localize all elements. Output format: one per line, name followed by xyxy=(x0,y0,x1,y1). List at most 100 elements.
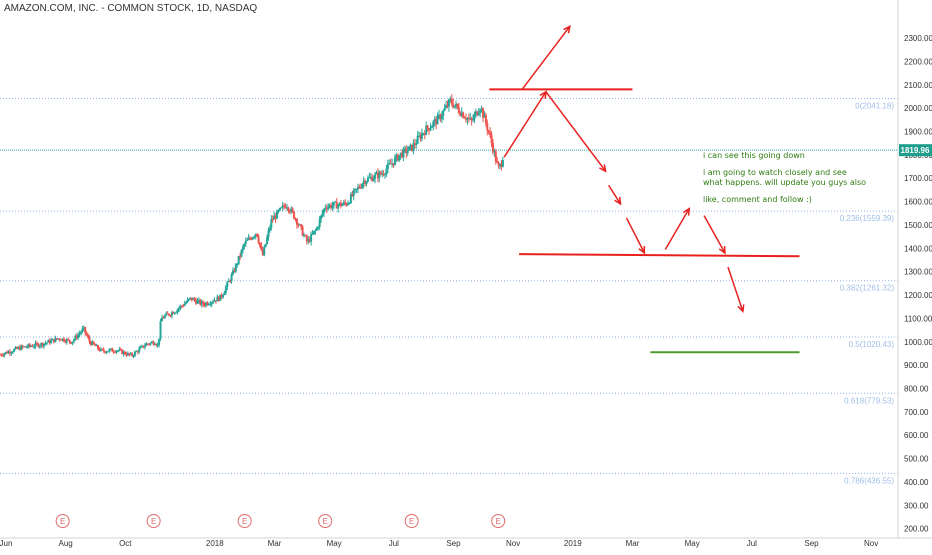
arrow xyxy=(545,91,607,173)
candle-body xyxy=(310,234,313,242)
candle-body xyxy=(213,300,216,302)
time-axis[interactable]: Jun Aug Oct 2018 Mar May Jul Sep Nov 2019 Mar May Ju… xyxy=(0,537,932,548)
candle-body xyxy=(71,341,74,344)
earnings-marker[interactable]: E xyxy=(55,514,70,528)
y-tick-label: 1700.00 xyxy=(904,174,932,183)
candle-body xyxy=(146,343,149,345)
candle-body xyxy=(122,351,125,355)
candle-body xyxy=(464,118,467,120)
candle-body xyxy=(261,249,264,256)
candle-body xyxy=(125,354,128,356)
candle-body xyxy=(396,154,399,161)
candle-body xyxy=(233,270,236,272)
candle-body xyxy=(231,270,234,275)
earnings-marker-label: E xyxy=(323,517,328,526)
arrow-head xyxy=(599,164,607,173)
candle-body xyxy=(305,235,308,242)
fib-level-label: 0.236(1559.39) xyxy=(840,214,895,223)
candle-body xyxy=(320,215,323,220)
candle-body xyxy=(266,237,269,244)
candle-body xyxy=(303,235,306,237)
earnings-marker[interactable]: E xyxy=(146,514,161,528)
arrow-shaft xyxy=(503,91,547,158)
drawings[interactable] xyxy=(489,24,800,354)
candle-body xyxy=(317,226,320,228)
candle-body xyxy=(486,123,489,131)
candle-body xyxy=(165,313,168,316)
candle-body xyxy=(401,152,404,158)
candle-body xyxy=(487,130,490,133)
candle-body xyxy=(226,281,229,287)
price-axis[interactable]: 200.00 300.00 400.00 500.00 600.00 700.00 800.… xyxy=(897,0,932,538)
fib-retracement[interactable]: 0(2041.18) 0.236(1559.39) 0.382(1261.32) 0.… xyxy=(0,98,898,486)
candle-body xyxy=(170,312,173,316)
earnings-marker-label: E xyxy=(151,517,156,526)
candle-body xyxy=(456,103,459,108)
candle-body xyxy=(253,236,256,238)
candle-body xyxy=(199,299,202,305)
y-tick-label: 1900.00 xyxy=(904,127,932,136)
candle-body xyxy=(18,347,21,350)
x-tick-label: Mar xyxy=(268,539,282,548)
candle-body xyxy=(27,344,30,347)
candle-body xyxy=(450,98,453,104)
y-tick-label: 2200.00 xyxy=(904,57,932,66)
candle-body xyxy=(440,116,443,120)
y-tick-label: 1300.00 xyxy=(904,268,932,277)
candle-body xyxy=(52,339,55,343)
candle-body xyxy=(250,238,253,240)
candle-body xyxy=(109,348,112,350)
candle-body xyxy=(207,304,210,306)
candle-body xyxy=(355,188,358,190)
candle-body xyxy=(84,327,87,333)
candle-body xyxy=(64,341,67,343)
candle-body xyxy=(129,353,132,355)
candle-body xyxy=(470,118,473,121)
candle-body xyxy=(206,302,209,305)
candle-body xyxy=(362,180,365,184)
earnings-marker-circle xyxy=(491,514,506,528)
candle-body xyxy=(222,295,225,298)
candle-body xyxy=(480,108,483,110)
candle-body xyxy=(263,246,266,256)
earnings-marker[interactable]: E xyxy=(318,514,333,528)
candle-body xyxy=(433,119,436,122)
candle-body xyxy=(365,181,368,184)
candle-body xyxy=(47,340,50,343)
candle-body xyxy=(405,148,408,154)
candle-body xyxy=(284,206,287,208)
candle-body xyxy=(315,227,318,231)
candle-body xyxy=(339,202,342,207)
candle-body xyxy=(79,332,82,334)
earnings-marker[interactable]: E xyxy=(237,514,252,528)
candle-body xyxy=(183,303,186,306)
candle-body xyxy=(94,344,97,347)
candle-body xyxy=(152,341,155,345)
candle-body xyxy=(159,321,162,339)
candle-body xyxy=(7,351,10,354)
candle-body xyxy=(192,298,195,301)
candle-body xyxy=(388,163,391,165)
candle-body xyxy=(271,219,274,221)
candle-body xyxy=(283,205,286,207)
candle-body xyxy=(132,355,135,357)
earnings-marker[interactable]: E xyxy=(404,514,419,528)
candle-body xyxy=(48,340,51,344)
candle-body xyxy=(178,308,181,310)
candle-body xyxy=(55,338,58,340)
arrow-shaft xyxy=(727,266,744,312)
candle-body xyxy=(395,154,398,158)
x-tick-label: Aug xyxy=(59,539,73,548)
candle-body xyxy=(399,152,402,156)
fib-level-label: 0(2041.18) xyxy=(855,102,894,111)
earnings-marker[interactable]: E xyxy=(491,514,506,528)
candle-body xyxy=(131,353,134,356)
candle-body xyxy=(6,351,9,354)
candle-body xyxy=(494,151,497,162)
idea-notes[interactable]: i can see this going down i am going to … xyxy=(703,151,866,205)
candle-body xyxy=(324,207,327,210)
candle-body xyxy=(175,312,178,314)
